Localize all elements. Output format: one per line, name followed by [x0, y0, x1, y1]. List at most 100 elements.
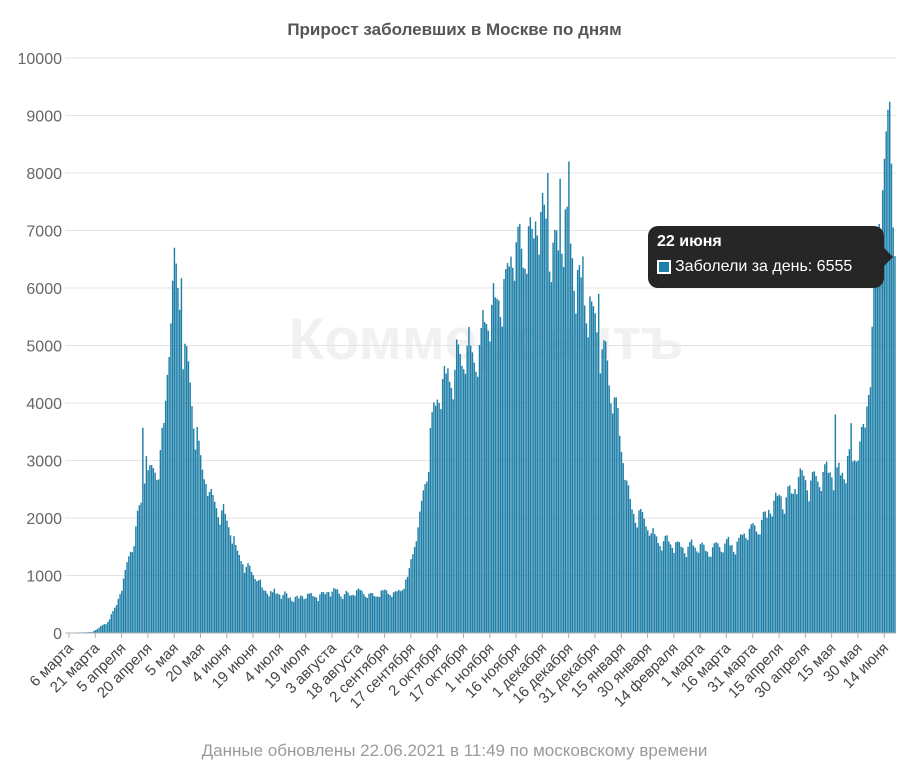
bar[interactable]	[413, 547, 416, 633]
bar[interactable]	[846, 456, 849, 633]
bar[interactable]	[699, 544, 702, 633]
bar[interactable]	[320, 592, 323, 633]
bar[interactable]	[143, 483, 146, 633]
bar[interactable]	[324, 594, 326, 633]
bar[interactable]	[669, 544, 672, 633]
bar[interactable]	[375, 596, 377, 633]
bar[interactable]	[154, 472, 156, 633]
bar[interactable]	[394, 591, 397, 633]
bar[interactable]	[454, 369, 456, 633]
bar[interactable]	[336, 589, 339, 633]
bar[interactable]	[175, 263, 177, 633]
bar[interactable]	[164, 400, 167, 633]
bar[interactable]	[196, 426, 198, 633]
bar[interactable]	[203, 479, 205, 633]
bar[interactable]	[185, 346, 188, 633]
bar[interactable]	[199, 455, 202, 633]
bar[interactable]	[887, 109, 889, 633]
bar[interactable]	[834, 414, 837, 634]
bar[interactable]	[626, 480, 628, 633]
bar[interactable]	[228, 527, 230, 633]
bar[interactable]	[594, 313, 596, 633]
bar[interactable]	[627, 485, 630, 633]
bar[interactable]	[347, 592, 349, 633]
bar[interactable]	[683, 553, 686, 633]
bar[interactable]	[773, 500, 775, 633]
bar[interactable]	[857, 460, 859, 633]
bar[interactable]	[697, 552, 700, 633]
bar[interactable]	[547, 173, 549, 633]
bar[interactable]	[277, 593, 279, 633]
bar[interactable]	[610, 403, 612, 633]
bar[interactable]	[573, 290, 575, 633]
bar[interactable]	[424, 484, 426, 633]
bar[interactable]	[550, 282, 553, 633]
bar[interactable]	[585, 323, 588, 633]
bar[interactable]	[804, 480, 807, 633]
bar[interactable]	[852, 461, 854, 633]
bar[interactable]	[317, 601, 319, 633]
bar[interactable]	[720, 551, 723, 633]
bar[interactable]	[361, 590, 363, 633]
bar[interactable]	[687, 546, 689, 633]
bar[interactable]	[582, 256, 584, 634]
bar[interactable]	[192, 428, 195, 633]
bar[interactable]	[392, 592, 395, 633]
bar[interactable]	[233, 536, 235, 633]
bar[interactable]	[312, 596, 314, 633]
bar[interactable]	[808, 501, 810, 633]
bar[interactable]	[291, 600, 293, 633]
bar[interactable]	[620, 451, 623, 633]
bar[interactable]	[415, 541, 418, 633]
bar[interactable]	[303, 599, 305, 633]
bar[interactable]	[264, 590, 267, 633]
bar[interactable]	[145, 455, 148, 633]
bar[interactable]	[119, 594, 121, 633]
bar[interactable]	[881, 190, 884, 633]
bar[interactable]	[505, 269, 507, 633]
bar[interactable]	[820, 491, 823, 633]
bar[interactable]	[824, 464, 826, 633]
bar[interactable]	[329, 596, 332, 633]
bar[interactable]	[671, 547, 674, 633]
bar[interactable]	[727, 536, 730, 633]
bar[interactable]	[578, 265, 581, 633]
bar[interactable]	[641, 512, 644, 633]
bar[interactable]	[487, 330, 489, 633]
bar[interactable]	[156, 479, 158, 633]
bar[interactable]	[469, 345, 472, 633]
bar[interactable]	[596, 332, 598, 633]
bar[interactable]	[371, 593, 374, 633]
bar[interactable]	[631, 509, 633, 633]
bar[interactable]	[177, 288, 179, 633]
bar[interactable]	[229, 535, 232, 633]
bar[interactable]	[191, 406, 193, 633]
bar[interactable]	[746, 539, 749, 633]
bar[interactable]	[93, 630, 95, 633]
bar[interactable]	[142, 427, 144, 633]
bar[interactable]	[268, 596, 270, 633]
bar[interactable]	[147, 470, 149, 633]
bar[interactable]	[536, 235, 539, 633]
bar[interactable]	[310, 592, 312, 633]
bar[interactable]	[543, 204, 546, 633]
bar[interactable]	[650, 533, 652, 633]
bar[interactable]	[508, 266, 510, 633]
bar[interactable]	[682, 547, 684, 633]
bar[interactable]	[790, 493, 793, 633]
bar[interactable]	[182, 369, 184, 633]
bar[interactable]	[725, 539, 728, 633]
bar[interactable]	[569, 243, 572, 633]
bar[interactable]	[883, 158, 886, 634]
bar[interactable]	[822, 471, 824, 633]
bar[interactable]	[322, 591, 325, 633]
bar[interactable]	[512, 267, 514, 633]
bar[interactable]	[527, 226, 530, 634]
bar[interactable]	[476, 376, 479, 633]
bar[interactable]	[343, 594, 346, 633]
bar[interactable]	[273, 588, 276, 633]
bar[interactable]	[131, 552, 134, 633]
bar[interactable]	[611, 413, 614, 633]
bar[interactable]	[568, 161, 570, 634]
bar[interactable]	[654, 533, 656, 633]
